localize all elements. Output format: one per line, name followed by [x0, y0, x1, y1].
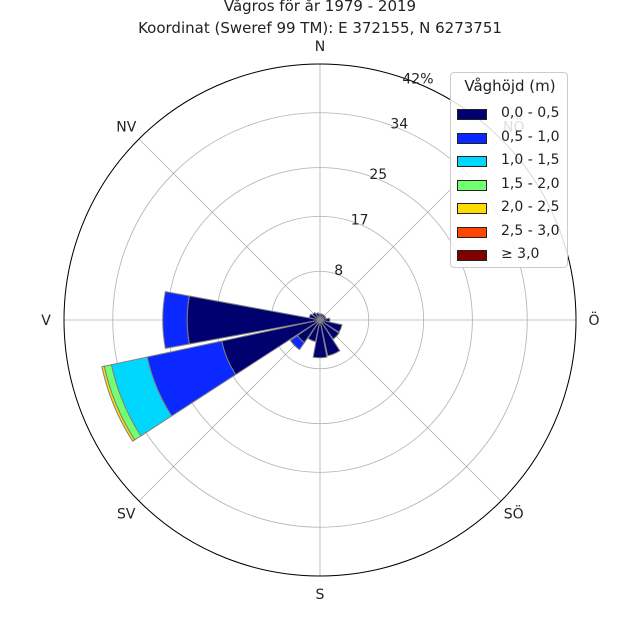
direction-label: Ö — [588, 311, 599, 329]
legend-swatch — [457, 179, 487, 191]
legend-label: 2,5 - 3,0 — [501, 222, 560, 239]
radial-tick-label: 34 — [390, 117, 408, 133]
wave-rose-bars — [101, 291, 343, 442]
legend-title: Våghöjd (m) — [464, 77, 556, 95]
legend-swatch — [457, 203, 487, 214]
radial-tick-label: 25 — [369, 167, 387, 183]
legend: Våghöjd (m) 0,0 - 0,5 0,5 - 1,0 1,0 - 1,5 1… — [450, 72, 568, 268]
angular-gridline — [138, 319, 321, 502]
rose-bar-segment — [307, 319, 321, 343]
direction-label: S — [316, 587, 325, 603]
direction-label: N — [315, 39, 325, 55]
legend-label: ≥ 3,0 — [501, 246, 540, 262]
legend-swatch — [457, 250, 487, 261]
rose-bar-segment — [319, 319, 341, 357]
angular-gridline — [319, 319, 502, 502]
radial-tick-label: 17 — [351, 212, 369, 228]
legend-label: 1,0 - 1,5 — [501, 152, 560, 168]
legend-item: 0,5 - 1,0 — [457, 129, 565, 149]
direction-label: V — [41, 313, 51, 329]
legend-item: 1,5 - 2,0 — [457, 176, 565, 196]
legend-item: 2,5 - 3,0 — [457, 223, 565, 243]
radial-tick-label: 8 — [334, 263, 343, 279]
polar-grid — [63, 63, 577, 577]
direction-label: SV — [117, 507, 136, 523]
legend-label: 2,0 - 2,5 — [501, 199, 560, 215]
legend-label: 0,5 - 1,0 — [501, 128, 560, 145]
legend-item: 1,0 - 1,5 — [457, 152, 565, 172]
polar-frame — [63, 63, 577, 577]
angular-gridline — [138, 138, 321, 321]
legend-item: 0,0 - 0,5 — [457, 105, 565, 125]
legend-swatch — [457, 132, 487, 144]
legend-label: 1,5 - 2,0 — [501, 175, 560, 192]
rose-bar-segment — [162, 291, 190, 349]
legend-swatch — [457, 109, 487, 120]
direction-label: SÖ — [504, 505, 524, 523]
rose-bar-segment — [312, 319, 328, 359]
legend-item: 2,0 - 2,5 — [457, 199, 565, 219]
legend-label: 0,0 - 0,5 — [501, 105, 560, 121]
chart-title: Vågros för år 1979 - 2019 — [223, 0, 417, 15]
legend-item: ≥ 3,0 — [457, 246, 565, 266]
rose-bar-segment — [315, 312, 321, 321]
legend-swatch — [457, 226, 487, 238]
rose-bar-segment — [319, 319, 340, 340]
legend-swatch — [457, 156, 487, 167]
direction-label: NV — [116, 119, 136, 135]
radial-tick-labels: 8 17 25 34 42% — [334, 71, 433, 278]
rose-bar-segment — [289, 334, 306, 351]
rose-bar-segment — [319, 319, 343, 333]
rose-bar-segment — [101, 365, 136, 442]
radial-tick-label: 42% — [402, 71, 433, 87]
rose-bar-segment — [311, 311, 321, 321]
chart-subtitle: Koordinat (Sweref 99 TM): E 372155, N 62… — [138, 19, 502, 37]
